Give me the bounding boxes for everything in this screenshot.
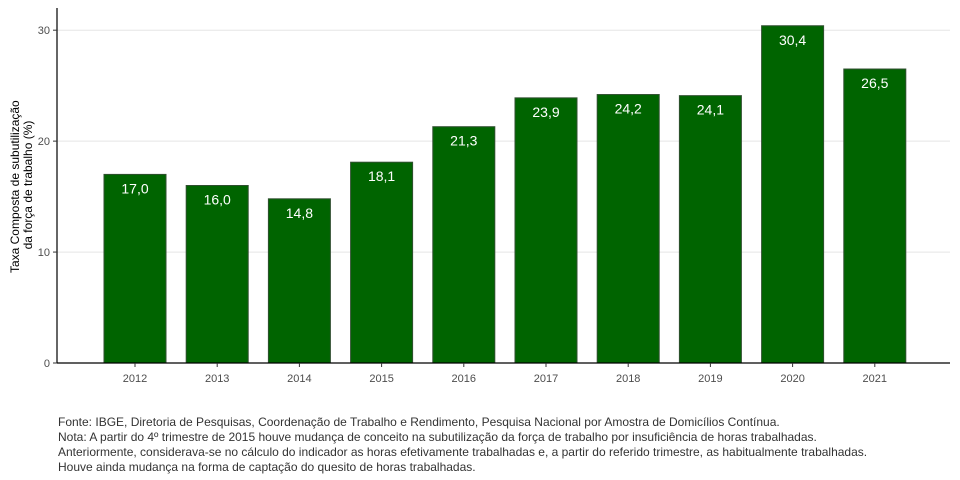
axes bbox=[56, 8, 950, 364]
y-tick-label-20: 20 bbox=[38, 136, 50, 148]
bar-2016 bbox=[432, 126, 496, 364]
bar-value-label-2020: 30,4 bbox=[779, 32, 806, 48]
bar-value-label-2016: 21,3 bbox=[450, 133, 477, 149]
bar-2017 bbox=[514, 97, 578, 364]
bar-value-label-2013: 16,0 bbox=[204, 192, 231, 208]
x-tick-label-2014: 2014 bbox=[287, 373, 311, 385]
bar-value-label-2018: 24,2 bbox=[615, 101, 642, 117]
y-ticks: 0 10 20 30 bbox=[38, 25, 57, 370]
y-tick-label-0: 0 bbox=[44, 358, 50, 370]
x-tick-label-2020: 2020 bbox=[780, 373, 804, 385]
x-tick-label-2015: 2015 bbox=[369, 373, 393, 385]
bar-2015 bbox=[350, 161, 414, 364]
bar-2012 bbox=[103, 173, 167, 364]
y-axis-title: Taxa Composta de subutilização da força … bbox=[8, 97, 35, 273]
x-tick-label-2012: 2012 bbox=[123, 373, 147, 385]
bar-2021 bbox=[843, 68, 907, 364]
bar-2020 bbox=[761, 25, 825, 364]
bar-2019 bbox=[678, 95, 742, 364]
bar-value-label-2014: 14,8 bbox=[286, 205, 313, 221]
x-tick-label-2019: 2019 bbox=[698, 373, 722, 385]
bar-value-label-2012: 17,0 bbox=[121, 180, 148, 196]
footnote-note-line-1: Nota: A partir do 4º trimestre de 2015 h… bbox=[58, 430, 817, 444]
footnote-note-line-3: Houve ainda mudança na forma de captação… bbox=[58, 460, 476, 474]
footnote-source: Fonte: IBGE, Diretoria de Pesquisas, Coo… bbox=[58, 415, 780, 429]
x-tick-label-2016: 2016 bbox=[452, 373, 476, 385]
bars: 17,0 16,0 14,8 18,1 21,3 23,9 24,2 24,1 30,4 26,5 bbox=[103, 25, 907, 364]
footnote-note-line-2: Anteriormente, considerava-se no cálculo… bbox=[58, 445, 868, 459]
y-tick-label-30: 30 bbox=[38, 25, 50, 37]
x-ticks: 2012 2013 2014 2015 2016 2017 2018 2019 2020 2021 bbox=[123, 363, 887, 385]
footnote: Fonte: IBGE, Diretoria de Pesquisas, Coo… bbox=[58, 415, 958, 475]
bar-value-label-2015: 18,1 bbox=[368, 168, 395, 184]
x-tick-label-2013: 2013 bbox=[205, 373, 229, 385]
bar-value-label-2021: 26,5 bbox=[861, 75, 888, 91]
bar-value-label-2019: 24,1 bbox=[697, 102, 724, 118]
bar-2014 bbox=[267, 198, 331, 364]
bar-chart: 17,0 16,0 14,8 18,1 21,3 23,9 24,2 24,1 30,4 26,5… bbox=[8, 8, 950, 385]
bar-2018 bbox=[596, 94, 660, 364]
x-tick-label-2021: 2021 bbox=[863, 373, 887, 385]
x-tick-label-2018: 2018 bbox=[616, 373, 640, 385]
bar-value-label-2017: 23,9 bbox=[532, 104, 559, 120]
y-axis-title-line-1: Taxa Composta de subutilização bbox=[8, 100, 22, 273]
x-tick-label-2017: 2017 bbox=[534, 373, 558, 385]
y-axis-title-line-2: da força de trabalho (%) bbox=[21, 121, 35, 250]
y-tick-label-10: 10 bbox=[38, 247, 50, 259]
bar-2013 bbox=[185, 185, 249, 364]
